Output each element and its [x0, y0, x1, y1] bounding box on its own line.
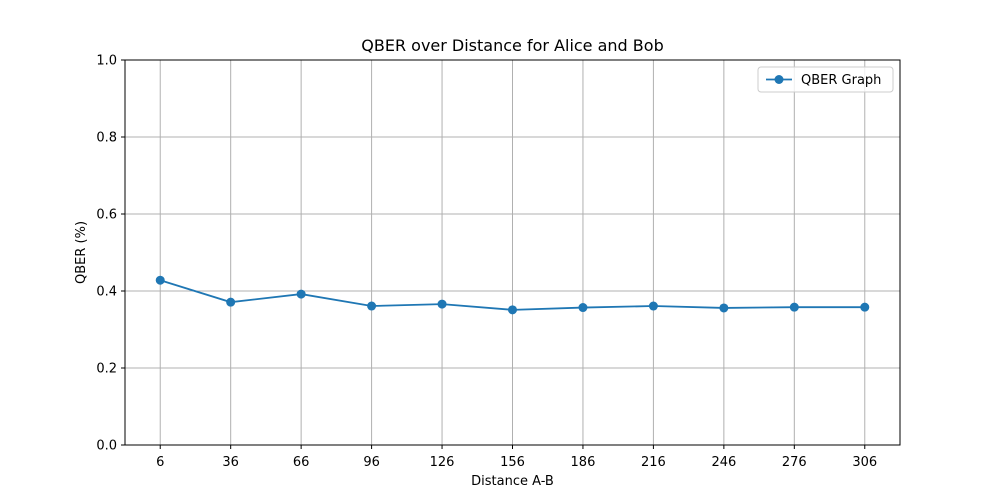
data-point [226, 297, 236, 307]
data-point [789, 302, 799, 312]
legend: QBER Graph [757, 66, 894, 93]
data-point [296, 289, 306, 299]
x-tick-label: 96 [363, 455, 380, 470]
y-tick-label: 0.0 [96, 439, 117, 454]
x-tick-label: 66 [293, 455, 310, 470]
x-tick-label: 246 [711, 455, 736, 470]
y-axis-ticks: 0.0 0.2 0.4 0.6 0.8 1.0 [96, 54, 125, 454]
legend-label: QBER Graph [801, 73, 881, 88]
x-tick-label: 306 [852, 455, 877, 470]
data-point [860, 302, 870, 312]
legend-box [757, 66, 894, 93]
x-tick-label: 216 [641, 455, 666, 470]
data-point [437, 299, 447, 309]
x-tick-label: 6 [156, 455, 164, 470]
x-tick-label: 276 [782, 455, 807, 470]
data-point [719, 303, 729, 313]
x-tick-label: 156 [500, 455, 525, 470]
x-axis-ticks: 6 36 66 96 126 156 186 216 246 276 306 [156, 445, 877, 470]
chart-title: QBER over Distance for Alice and Bob [361, 36, 663, 55]
data-point [648, 301, 658, 311]
x-axis-label: Distance A-B [471, 474, 554, 489]
x-tick-label: 126 [430, 455, 455, 470]
data-point [578, 303, 588, 313]
y-tick-label: 1.0 [96, 54, 117, 69]
data-point [508, 305, 517, 315]
grid [125, 59, 900, 446]
series-layer [155, 275, 870, 315]
data-point [155, 275, 165, 285]
legend-marker-swatch [774, 75, 784, 84]
data-point [367, 301, 377, 311]
y-tick-label: 0.8 [96, 131, 117, 146]
x-tick-label: 36 [222, 455, 239, 470]
x-tick-label: 186 [571, 455, 596, 470]
y-tick-label: 0.6 [96, 208, 117, 223]
y-tick-label: 0.2 [96, 362, 117, 377]
y-tick-label: 0.4 [96, 285, 117, 300]
y-axis-label: QBER (%) [74, 221, 89, 284]
